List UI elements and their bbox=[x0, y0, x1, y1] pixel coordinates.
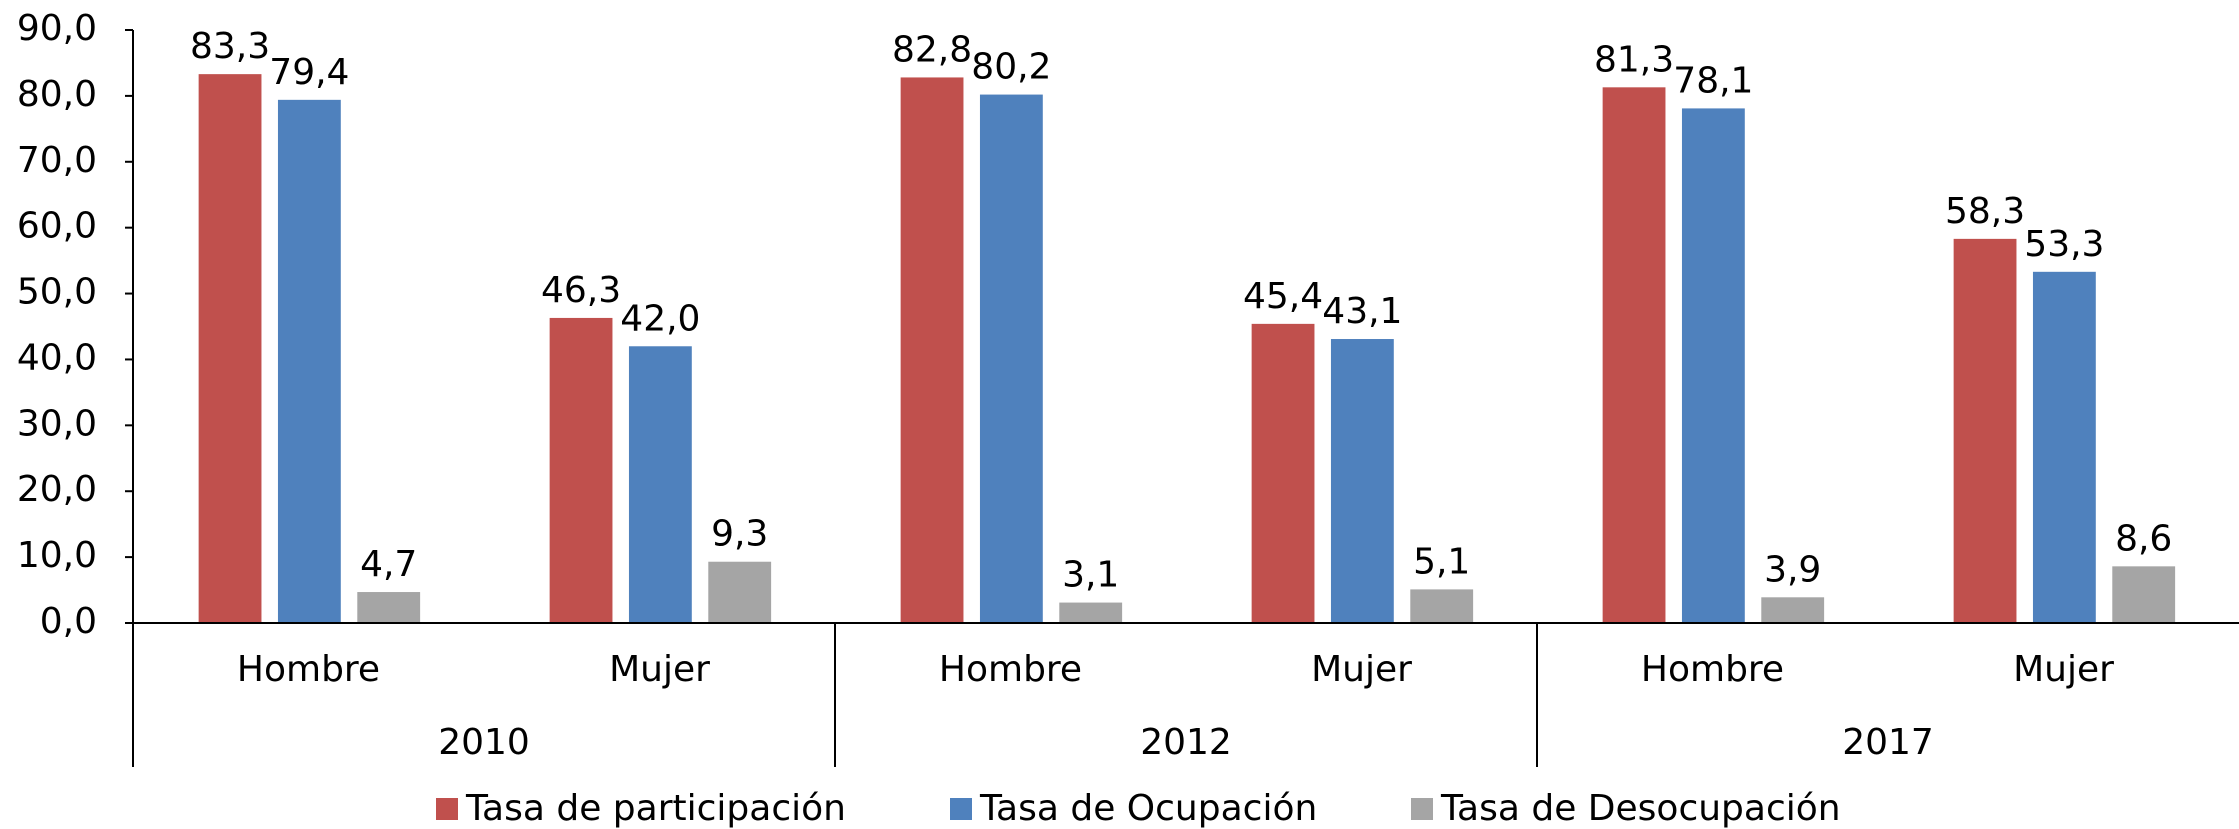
bar bbox=[979, 94, 1043, 624]
bar bbox=[708, 561, 772, 623]
value-label: 3,1 bbox=[1062, 555, 1119, 596]
group-label: 2012 bbox=[1140, 722, 1232, 763]
bar bbox=[198, 74, 262, 623]
bar bbox=[900, 77, 964, 623]
value-label: 53,3 bbox=[2024, 224, 2104, 265]
y-tick-label: 30,0 bbox=[17, 403, 97, 444]
x-tick-label: Mujer bbox=[609, 649, 710, 690]
value-label: 83,3 bbox=[190, 26, 270, 67]
bar bbox=[1602, 87, 1666, 623]
value-label: 9,3 bbox=[711, 514, 768, 555]
value-label: 81,3 bbox=[1594, 39, 1674, 80]
y-tick-label: 60,0 bbox=[17, 206, 97, 247]
bar bbox=[277, 99, 341, 623]
value-label: 46,3 bbox=[541, 270, 621, 311]
x-tick-label: Mujer bbox=[2013, 649, 2114, 690]
y-tick-label: 10,0 bbox=[17, 535, 97, 576]
value-label: 80,2 bbox=[971, 47, 1051, 88]
legend-swatch bbox=[950, 798, 972, 820]
value-label: 82,8 bbox=[892, 29, 972, 70]
value-label: 58,3 bbox=[1945, 191, 2025, 232]
bar bbox=[628, 346, 692, 623]
y-tick-label: 0,0 bbox=[40, 601, 97, 642]
value-label: 3,9 bbox=[1764, 549, 1821, 590]
value-label: 78,1 bbox=[1673, 60, 1753, 101]
x-tick-label: Hombre bbox=[1641, 649, 1784, 690]
y-tick-label: 40,0 bbox=[17, 337, 97, 378]
bar bbox=[549, 317, 613, 623]
group-label: 2017 bbox=[1842, 722, 1934, 763]
legend-label: Tasa de Desocupación bbox=[1440, 788, 1841, 829]
value-label: 45,4 bbox=[1243, 276, 1323, 317]
bar bbox=[2112, 566, 2176, 623]
value-label: 43,1 bbox=[1322, 291, 1402, 332]
y-tick-label: 80,0 bbox=[17, 74, 97, 115]
y-tick-label: 50,0 bbox=[17, 272, 97, 313]
bar bbox=[1761, 597, 1825, 623]
y-tick-label: 70,0 bbox=[17, 140, 97, 181]
legend-label: Tasa de Ocupación bbox=[979, 788, 1317, 829]
y-tick-label: 90,0 bbox=[17, 8, 97, 49]
bar bbox=[1330, 339, 1394, 623]
legend-swatch bbox=[436, 798, 458, 820]
y-tick-label: 20,0 bbox=[17, 469, 97, 510]
x-tick-label: Hombre bbox=[237, 649, 380, 690]
legend-swatch bbox=[1411, 798, 1433, 820]
value-label: 8,6 bbox=[2115, 518, 2172, 559]
bar bbox=[1681, 108, 1745, 623]
bar bbox=[1059, 602, 1123, 623]
x-tick-label: Mujer bbox=[1311, 649, 1412, 690]
group-label: 2010 bbox=[438, 722, 530, 763]
bar bbox=[1251, 323, 1315, 623]
value-label: 42,0 bbox=[620, 298, 700, 339]
legend-label: Tasa de participación bbox=[465, 788, 846, 829]
bar bbox=[2032, 271, 2096, 623]
bar bbox=[1410, 589, 1474, 623]
value-label: 79,4 bbox=[269, 52, 349, 93]
value-label: 4,7 bbox=[360, 544, 417, 585]
bar bbox=[357, 592, 421, 623]
x-tick-label: Hombre bbox=[939, 649, 1082, 690]
value-label: 5,1 bbox=[1413, 541, 1470, 582]
bar bbox=[1953, 238, 2017, 623]
